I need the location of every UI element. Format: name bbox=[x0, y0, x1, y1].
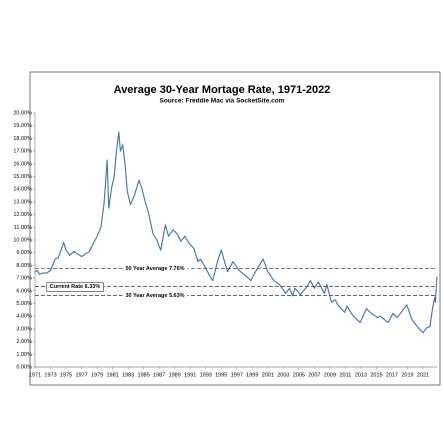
y-tick-label: 16.00% bbox=[13, 161, 32, 167]
y-tick-label: 12.00% bbox=[13, 212, 32, 218]
reference-label: 30 Year Average 5.63% bbox=[125, 293, 184, 299]
y-tick-label: 1.00% bbox=[16, 352, 32, 358]
x-tick-label: 1991 bbox=[184, 372, 196, 378]
x-tick-label: 1995 bbox=[215, 372, 227, 378]
y-tick-label: 2.00% bbox=[16, 339, 32, 345]
reference-label: 50 Year Average 7.76% bbox=[125, 266, 184, 272]
y-tick-label: 3.00% bbox=[16, 326, 32, 332]
chart-frame bbox=[29, 71, 441, 386]
x-tick-label: 2003 bbox=[277, 372, 289, 378]
y-tick-label: 6.00% bbox=[16, 288, 32, 294]
x-tick-label: 1975 bbox=[60, 372, 72, 378]
x-tick-label: 1983 bbox=[122, 372, 134, 378]
reference-label: Current Rate 6.33% bbox=[50, 284, 101, 290]
x-tick-label: 1971 bbox=[29, 372, 41, 378]
reference-label-bg bbox=[122, 291, 188, 301]
x-tick-label: 2005 bbox=[293, 372, 305, 378]
x-tick-label: 1981 bbox=[106, 372, 118, 378]
y-tick-label: 11.00% bbox=[14, 225, 32, 231]
chart-subtitle: Source: Freddie Mac via SocketSite.com bbox=[160, 98, 285, 105]
y-tick-label: 0.00% bbox=[16, 364, 32, 370]
x-tick-label: 1979 bbox=[91, 372, 103, 378]
y-tick-label: 17.00% bbox=[13, 149, 32, 155]
y-tick-label: 4.00% bbox=[16, 314, 32, 320]
y-tick-label: 8.00% bbox=[16, 263, 32, 269]
x-tick-label: 1987 bbox=[153, 372, 165, 378]
y-tick-label: 9.00% bbox=[16, 250, 32, 256]
x-tick-label: 2019 bbox=[401, 372, 413, 378]
x-tick-label: 1989 bbox=[169, 372, 181, 378]
x-tick-label: 1973 bbox=[44, 372, 56, 378]
x-tick-label: 2001 bbox=[262, 372, 274, 378]
x-tick-label: 1993 bbox=[200, 372, 212, 378]
x-tick-label: 1997 bbox=[231, 372, 243, 378]
y-tick-label: 20.00% bbox=[13, 110, 32, 116]
y-tick-label: 13.00% bbox=[13, 199, 32, 205]
x-tick-label: 2021 bbox=[417, 372, 429, 378]
y-tick-label: 14.00% bbox=[13, 187, 32, 193]
y-tick-label: 18.00% bbox=[13, 136, 32, 142]
rate-line bbox=[34, 131, 438, 334]
x-tick-label: 2009 bbox=[324, 372, 336, 378]
x-tick-label: 2007 bbox=[308, 372, 320, 378]
x-tick-label: 2011 bbox=[340, 372, 352, 378]
reference-label-bg bbox=[122, 264, 188, 274]
y-tick-label: 7.00% bbox=[16, 276, 32, 282]
x-tick-label: 2017 bbox=[386, 372, 398, 378]
x-tick-label: 2015 bbox=[370, 372, 382, 378]
chart-title: Average 30-Year Mortage Rate, 1971-2022 bbox=[114, 84, 331, 96]
reference-label-bg bbox=[46, 282, 104, 292]
x-tick-label: 1985 bbox=[138, 372, 150, 378]
x-tick-label: 1977 bbox=[75, 372, 87, 378]
y-tick-label: 5.00% bbox=[16, 301, 32, 307]
y-tick-label: 10.00% bbox=[13, 237, 32, 243]
y-tick-label: 15.00% bbox=[13, 174, 32, 180]
x-tick-label: 1999 bbox=[246, 372, 258, 378]
x-tick-label: 2013 bbox=[355, 372, 367, 378]
y-tick-label: 19.00% bbox=[13, 123, 32, 129]
